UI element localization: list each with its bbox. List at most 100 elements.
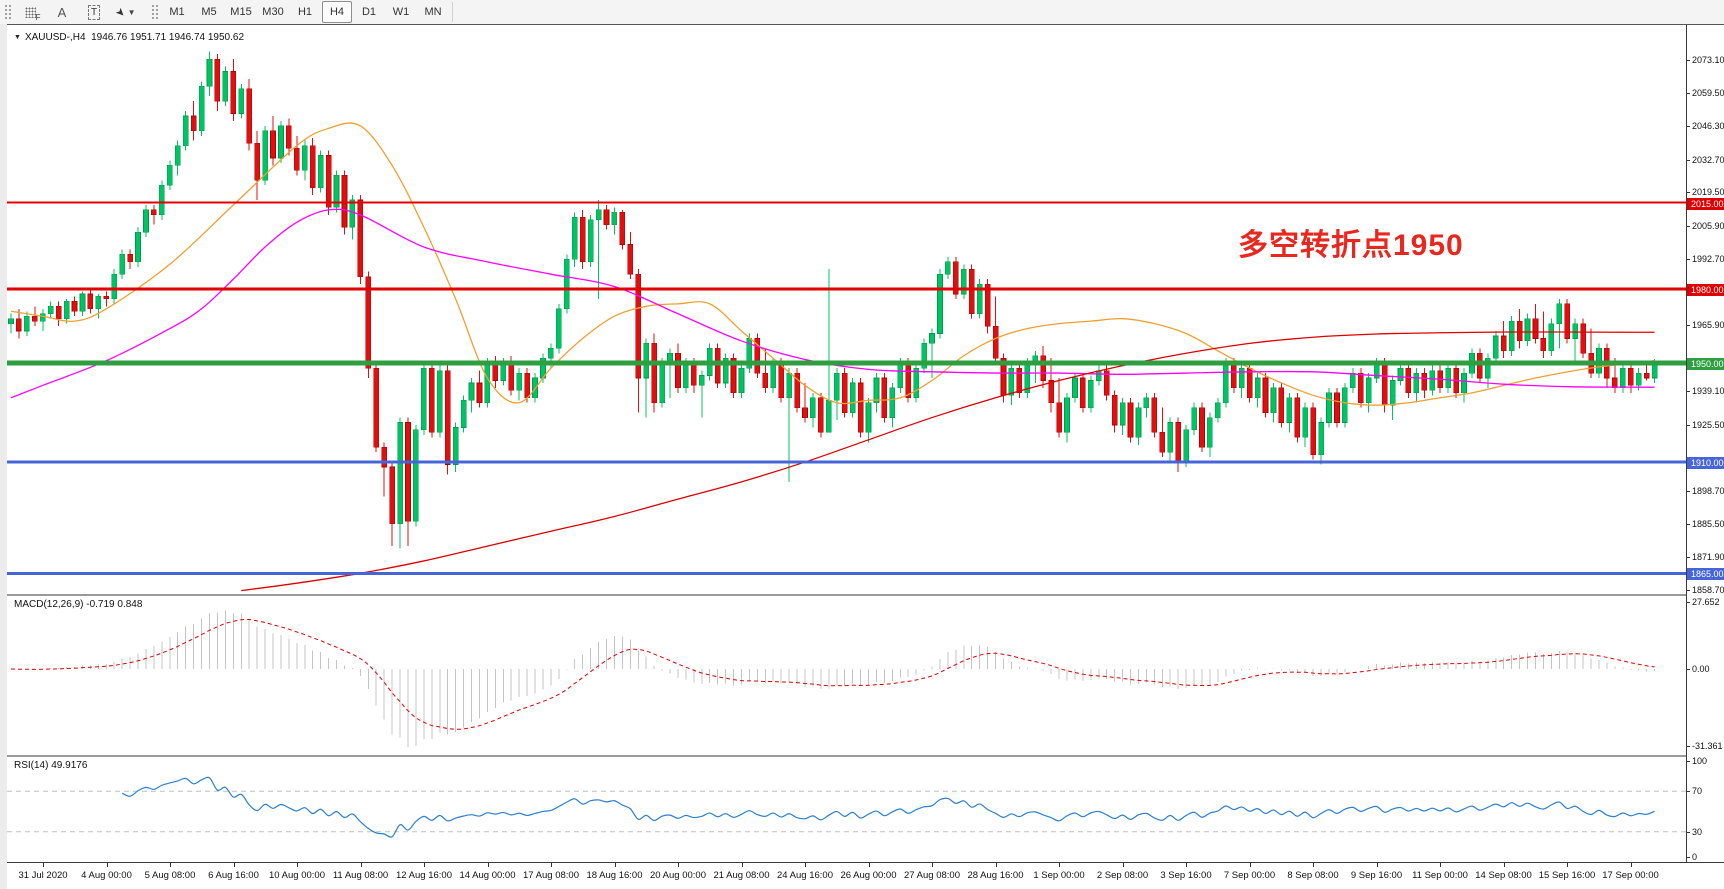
price-tick: 1939.10 [1692, 386, 1724, 397]
price-tick: 1871.90 [1692, 552, 1724, 563]
date-tick-mark [1059, 863, 1060, 867]
price-tick-dash [1687, 93, 1690, 95]
price-tick: 2032.70 [1692, 154, 1724, 165]
date-label: 5 Aug 08:00 [144, 870, 196, 881]
date-tick-mark [995, 863, 997, 867]
date-label: 20 Aug 00:00 [650, 870, 706, 881]
price-badge-1980.00: 1980.00 [1687, 284, 1724, 297]
macd-tick: 0.00 [1692, 664, 1710, 674]
tf-button-d1[interactable]: D1 [361, 6, 377, 18]
tf-button-m30[interactable]: M30 [262, 6, 284, 18]
date-label: 1 Sep 00:00 [1033, 870, 1085, 881]
chart-window: ▼ XAUUSD-,H4 1946.76 1951.71 1946.74 1950… [7, 24, 1724, 889]
tf-button-m15[interactable]: M15 [230, 6, 252, 18]
date-tick-mark [1186, 863, 1187, 867]
date-label: 8 Sep 08:00 [1287, 870, 1339, 881]
date-tick-mark [424, 863, 425, 867]
date-tick-mark [932, 863, 933, 867]
date-tick-mark [170, 863, 171, 867]
date-label: 14 Aug 00:00 [459, 870, 516, 881]
date-label: 12 Aug 16:00 [396, 870, 452, 881]
price-tick-dash [1687, 523, 1690, 525]
rsi-tick-dash [1687, 761, 1690, 762]
price-tick-dash [1687, 391, 1690, 393]
main-price-pane[interactable]: ▼ XAUUSD-,H4 1946.76 1951.71 1946.74 1950… [7, 26, 1686, 594]
macd-pane[interactable]: MACD(12,26,9) -0.719 0.848 [7, 596, 1686, 755]
macd-chart [10, 610, 1656, 747]
date-label: 9 Sep 16:00 [1350, 870, 1403, 881]
dotted-grid-f-button[interactable]: F [15, 1, 45, 23]
tf-button-h4[interactable]: H4 [322, 1, 352, 23]
date-axis: 31 Jul 2020 4 Aug 00:00 5 Aug 08:00 6 Aug 1… [7, 862, 1724, 889]
tf-button-m5[interactable]: M5 [201, 6, 217, 18]
price-tick-dash [1687, 490, 1690, 492]
text-label-icon: A [57, 4, 67, 20]
price-tick-dash [1687, 557, 1690, 559]
macd-tick-dash [1687, 669, 1690, 670]
date-label: 11 Sep 00:00 [1412, 870, 1468, 881]
date-tick-mark [1122, 863, 1124, 867]
date-tick-mark [233, 863, 235, 867]
price-tick-dash [1687, 424, 1690, 426]
symbol-ohlc: 1946.76 1951.71 1946.74 1950.62 [91, 32, 245, 43]
price-tick: 2019.50 [1692, 187, 1724, 198]
macd-tick-dash [1687, 601, 1690, 603]
price-tick-dash [1687, 324, 1690, 326]
text-box-tool-button[interactable]: T [79, 1, 109, 23]
price-badge-1950.00: 1950.00 [1687, 358, 1724, 371]
price-badge-1865.00: 1865.00 [1687, 568, 1724, 581]
symbol-header[interactable]: ▼ XAUUSD-,H4 1946.76 1951.71 1946.74 1950… [14, 32, 244, 43]
dotted-grid-f-icon: F [24, 6, 41, 22]
date-tick-mark [43, 863, 44, 867]
date-tick-mark [487, 863, 489, 867]
price-tick-dash [1687, 126, 1690, 128]
price-tick-dash [1687, 159, 1690, 161]
date-label: 10 Aug 00:00 [269, 870, 325, 881]
tf-button-m1[interactable]: M1 [169, 6, 185, 18]
symbol-collapse-icon[interactable]: ▼ [14, 34, 21, 41]
date-tick-mark [1376, 863, 1378, 867]
date-label: 17 Aug 08:00 [523, 870, 579, 881]
date-label: 7 Sep 00:00 [1223, 870, 1276, 881]
price-tick-dash [1687, 192, 1690, 194]
date-label: 11 Aug 08:00 [332, 870, 389, 881]
date-label: 2 Sep 08:00 [1096, 870, 1149, 881]
candlestick-chart [7, 51, 1686, 592]
rsi-label: RSI(14) 49.9176 [14, 760, 88, 771]
date-label: 14 Sep 08:00 [1475, 870, 1532, 881]
date-label: 24 Aug 16:00 [777, 870, 833, 881]
rsi-chart [7, 776, 1686, 838]
rsi-tick: 0 [1692, 852, 1698, 862]
toolbar-separator [452, 2, 453, 22]
price-tick: 1992.70 [1692, 253, 1724, 264]
toolbar-grip[interactable] [3, 3, 11, 21]
date-label: 6 Aug 16:00 [208, 870, 259, 881]
arrow-tools-button[interactable]: ➤ ▼ [111, 1, 141, 23]
date-tick-mark [678, 863, 679, 867]
date-tick-mark [1503, 863, 1505, 867]
toolbar-grip-2[interactable] [150, 3, 158, 21]
timeframe-toolbar: M1 M5 M15 M30 H1 H4 D1 W1 MN [161, 1, 449, 23]
price-tick: 1898.70 [1692, 485, 1724, 496]
rsi-tick-dash [1687, 857, 1690, 858]
price-tick-dash [1687, 59, 1690, 61]
price-tick: 2073.10 [1692, 54, 1724, 65]
price-badge-2015.00: 2015.00 [1687, 197, 1724, 210]
rsi-pane[interactable]: RSI(14) 49.9176 [7, 757, 1686, 862]
text-label-tool-button[interactable]: A [47, 1, 77, 23]
price-tick-dash [1687, 258, 1690, 260]
price-axis: 2073.10 2059.50 2046.30 2032.70 2019.50 2005.… [1686, 25, 1724, 862]
date-tick-mark [1313, 863, 1314, 867]
tf-button-h1[interactable]: H1 [297, 6, 313, 18]
tf-button-w1[interactable]: W1 [392, 6, 410, 18]
date-tick-mark [360, 863, 362, 867]
tf-button-mn[interactable]: MN [424, 6, 442, 18]
date-tick-mark [1630, 863, 1632, 867]
price-tick: 2005.90 [1692, 220, 1724, 231]
toolbar: F A T ➤ ▼ M1 M5 M15 M30 H1 H4 D1 W1 MN [0, 0, 1724, 25]
date-label: 26 Aug 00:00 [840, 870, 897, 881]
text-box-icon: T [87, 4, 101, 20]
price-tick: 1858.70 [1692, 584, 1724, 595]
price-tick-dash [1687, 589, 1690, 591]
